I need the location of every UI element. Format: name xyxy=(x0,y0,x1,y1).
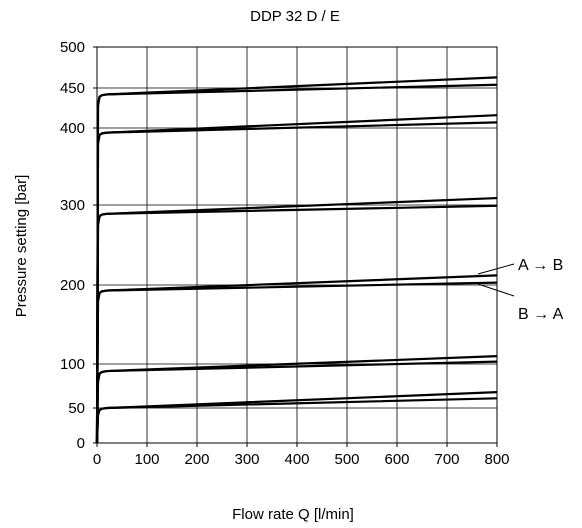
chart-title: DDP 32 D / E xyxy=(250,8,340,25)
x-tick-label: 700 xyxy=(434,451,459,468)
x-tick-label: 100 xyxy=(134,451,159,468)
y-tick-label: 400 xyxy=(60,120,85,137)
x-tick-label: 0 xyxy=(93,451,101,468)
x-tick-label: 300 xyxy=(234,451,259,468)
y-tick-label: 450 xyxy=(60,80,85,97)
y-axis-label: Pressure setting [bar] xyxy=(13,175,30,318)
annotation-a-to-b: A → B xyxy=(518,257,563,274)
x-tick-label: 800 xyxy=(484,451,509,468)
plot-frame xyxy=(96,46,498,444)
y-tick-label: 300 xyxy=(60,197,85,214)
y-tick-label: 0 xyxy=(77,435,85,452)
y-tick-label: 100 xyxy=(60,356,85,373)
annotation-b-to-a: B → A xyxy=(518,306,564,323)
x-tick-label: 600 xyxy=(384,451,409,468)
annotation-b-to-a-leader xyxy=(477,283,515,297)
series-lines xyxy=(95,76,498,444)
x-tick-label: 500 xyxy=(334,451,359,468)
x-axis-label: Flow rate Q [l/min] xyxy=(232,506,354,523)
grid-lines xyxy=(93,46,498,447)
x-tick-label: 400 xyxy=(284,451,309,468)
x-tick-label: 200 xyxy=(184,451,209,468)
tick-labels: 0 100 200 300 400 500 600 700 800 0 50 100 200 300 400… xyxy=(60,39,510,468)
y-tick-label: 50 xyxy=(68,400,85,417)
y-tick-label: 500 xyxy=(60,39,85,56)
annotation-a-to-b-leader xyxy=(477,263,515,275)
y-tick-label: 200 xyxy=(60,277,85,294)
series-line-12 xyxy=(95,83,498,444)
